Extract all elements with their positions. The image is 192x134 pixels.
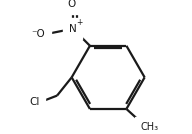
- Text: O: O: [67, 0, 75, 9]
- Text: N: N: [69, 24, 77, 34]
- Text: +: +: [76, 18, 82, 27]
- Text: CH₃: CH₃: [140, 122, 159, 132]
- Text: Cl: Cl: [29, 97, 39, 107]
- Text: ⁻O: ⁻O: [32, 29, 46, 39]
